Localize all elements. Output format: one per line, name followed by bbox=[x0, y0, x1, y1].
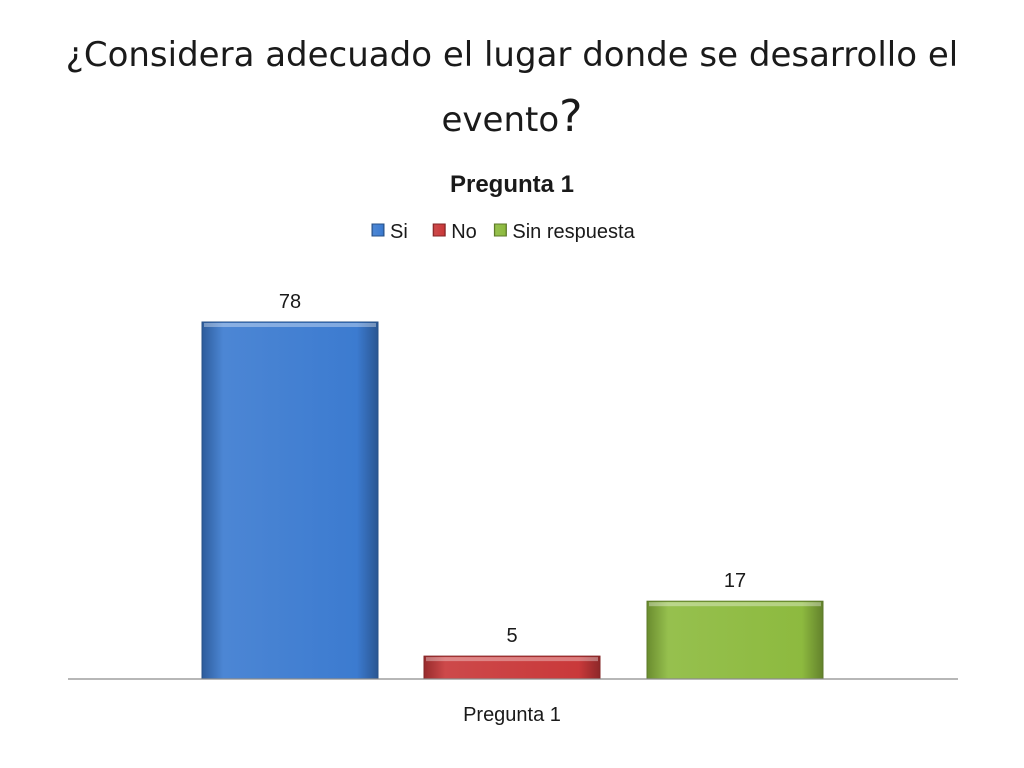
bar-si-highlight bbox=[204, 323, 376, 327]
x-axis-ticks: Pregunta 1 bbox=[463, 704, 561, 726]
data-label-no: 5 bbox=[506, 625, 517, 647]
bar-no-highlight bbox=[426, 657, 598, 662]
data-labels: 78 5 17 bbox=[279, 291, 746, 647]
slide-title: ¿Considera adecuado el lugar donde se de… bbox=[60, 24, 964, 151]
slide-title-question-mark: ? bbox=[559, 91, 583, 142]
slide-title-text: ¿Considera adecuado el lugar donde se de… bbox=[65, 35, 959, 140]
legend-swatch-no bbox=[432, 223, 446, 237]
legend-label-sin-respuesta: Sin respuesta bbox=[512, 221, 635, 243]
chart-title: Pregunta 1 bbox=[450, 171, 574, 198]
chart-bars bbox=[201, 321, 824, 680]
data-label-sin-respuesta: 17 bbox=[724, 570, 746, 592]
legend-swatch-sin-respuesta bbox=[493, 223, 507, 237]
legend-label-no: No bbox=[451, 221, 477, 243]
x-tick-label: Pregunta 1 bbox=[463, 704, 561, 726]
legend-swatch-si bbox=[371, 223, 385, 237]
legend-label-si: Si bbox=[390, 221, 408, 243]
bar-sin-respuesta bbox=[646, 600, 824, 680]
data-label-si: 78 bbox=[279, 291, 301, 313]
chart-legend: Si No Sin respuesta bbox=[371, 221, 636, 243]
bar-si bbox=[201, 321, 379, 680]
bar-sin-respuesta-highlight bbox=[649, 602, 821, 607]
